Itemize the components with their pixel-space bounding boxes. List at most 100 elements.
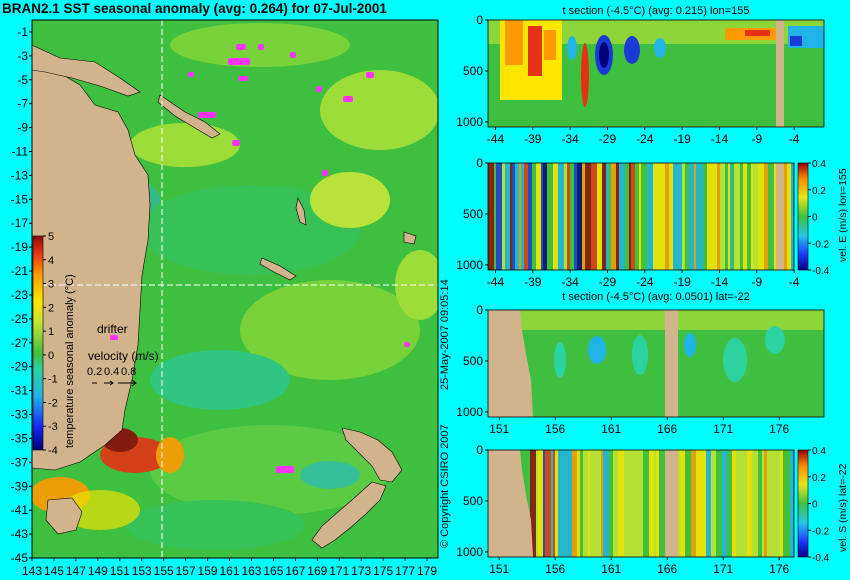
panel4-y-tick-label: 0 [476,443,483,457]
copyright-text: © Copyright CSIRO 2007 [439,424,451,548]
australia-land [32,59,151,471]
velocity-stripe [689,163,694,270]
velocity-stripe [790,450,794,557]
panel2-x-tick-label: -24 [636,275,654,289]
map-x-tick-label: 153 [132,564,152,578]
timestamp-text: 25-May-2007 09:05:14 [439,279,451,390]
new-zealand-north [341,427,403,483]
panel1-axes: 0 500 1000 -44 -39 -34 -29 -24 -19 -14 -9 -4 [456,13,799,146]
temperature-colorbar-tick-label: 3 [48,279,54,291]
panel3-title: t section (-4.5°C) (avg: 0.0501) lat=-22 [562,291,750,303]
velocity-stripe [635,163,639,270]
velocity-e-colorbar: 0.4 0.2 0 -0.2 -0.4 vel. E (m/s) lon=155 [797,159,849,277]
velocity-stripe [680,450,685,557]
velocity-s-colorbar-tick-label: 0 [812,500,818,511]
panel1-y-tick-label: 1000 [456,115,483,129]
velocity-stripe [545,450,551,557]
panel1-x-tick-label: -44 [487,132,505,146]
map-y-tick-label: -7 [17,97,28,111]
velocity-stripe [706,450,711,557]
drifter-marker [258,44,264,50]
velocity-stripe [526,163,528,270]
velocity-stripe [747,163,751,270]
velocity-stripe [687,163,689,270]
velocity-stripe [567,450,572,557]
velocity-stripe [597,163,602,270]
velocity-stripe [647,163,653,270]
panel4-axes: 0 500 1000 151 156 161 166 171 176 [456,443,789,576]
panel1-y-tick-label: 0 [476,13,483,27]
temperature-colorbar-tick-label: 4 [48,255,54,267]
map-x-axis: 143 145 147 149 151 153 155 157 159 161 163 165 167 1… [22,558,437,578]
velocity-stripe [519,163,521,270]
map-x-tick-label: 165 [263,564,283,578]
map-frame [31,19,439,559]
velocity-stripe [567,163,570,270]
velocity-stripe [611,163,616,270]
velocity-stripe [752,450,758,557]
drifter-marker [198,112,216,118]
map-legend: drifter velocity (m/s) 0.2 0.4 0.8 [87,322,159,387]
velocity-stripe [771,450,775,557]
velocity-stripe [725,163,728,270]
anomaly-patch [320,70,438,150]
velocity-stripe [494,163,496,270]
drifter-marker [316,86,322,92]
map-y-tick-label: -3 [17,49,28,63]
map-x-tick-label: 145 [44,564,64,578]
velocity-stripe [720,163,725,270]
velocity-stripe [524,163,526,270]
velocity-stripe [758,450,762,557]
panel3-feature [723,338,747,382]
velocity-stripe [585,163,591,270]
map-y-tick-label: -11 [12,145,29,159]
map-y-tick-label: -39 [11,479,29,493]
velocity-stripe [722,450,727,557]
map-y-tick-label: -21 [11,264,29,278]
velocity-stripe [553,450,555,557]
panel1-feature [528,26,542,76]
map-x-tick-label: 175 [373,564,393,578]
map-y-tick-label: -43 [11,527,29,541]
anomaly-patch [395,250,438,320]
velocity-stripe [753,163,758,270]
panel1-feature [505,20,523,65]
panel4-x-tick-label: 166 [657,562,677,576]
velocity-stripe [762,450,764,557]
velocity-legend-label: velocity (m/s) [88,349,159,363]
velocity-stripe [536,450,538,557]
velocity-stripe [751,163,753,270]
velocity-stripe [629,163,631,270]
velocity-stripe [528,163,532,270]
drifter-marker [343,96,353,102]
panel2-x-tick-label: -9 [751,275,762,289]
velocity-stripe [711,450,714,557]
map-x-tick-label: 159 [198,564,218,578]
map-y-tick-label: -31 [11,384,29,398]
velocity-e-colorbar-label: vel. E (m/s) lon=155 [837,168,849,262]
velocity-stripe [538,450,543,557]
panel1-x-tick-label: -19 [673,132,691,146]
new-zealand-south [311,481,387,549]
panel4-y-tick-label: 500 [463,494,483,508]
anomaly-patch [300,461,360,489]
panel3-feature [765,326,785,354]
velocity-stripe [641,163,647,270]
section-panel-4: 0 500 1000 151 156 161 166 171 176 0.4 0.2 0 -0.2 -0… [456,443,849,576]
velocity-stripe [707,163,713,270]
panel1-x-tick-label: -14 [711,132,729,146]
panel2-x-tick-label: -34 [561,275,579,289]
velocity-legend-arrow [118,379,137,387]
velocity-stripe [496,163,502,270]
velocity-stripe [767,450,771,557]
map-y-tick-label: -25 [11,312,29,326]
velocity-stripe [780,450,783,557]
panel2-x-tick-label: -19 [673,275,691,289]
section-panel-3: t section (-4.5°C) (avg: 0.0501) lat=-22… [456,291,825,436]
map-x-tick-label: 143 [22,564,42,578]
velocity-stripe [747,450,752,557]
panel4-velocity-stripes [530,450,794,557]
velocity-stripe [618,450,624,557]
velocity-stripe [764,450,767,557]
tasmania-land [45,497,83,535]
